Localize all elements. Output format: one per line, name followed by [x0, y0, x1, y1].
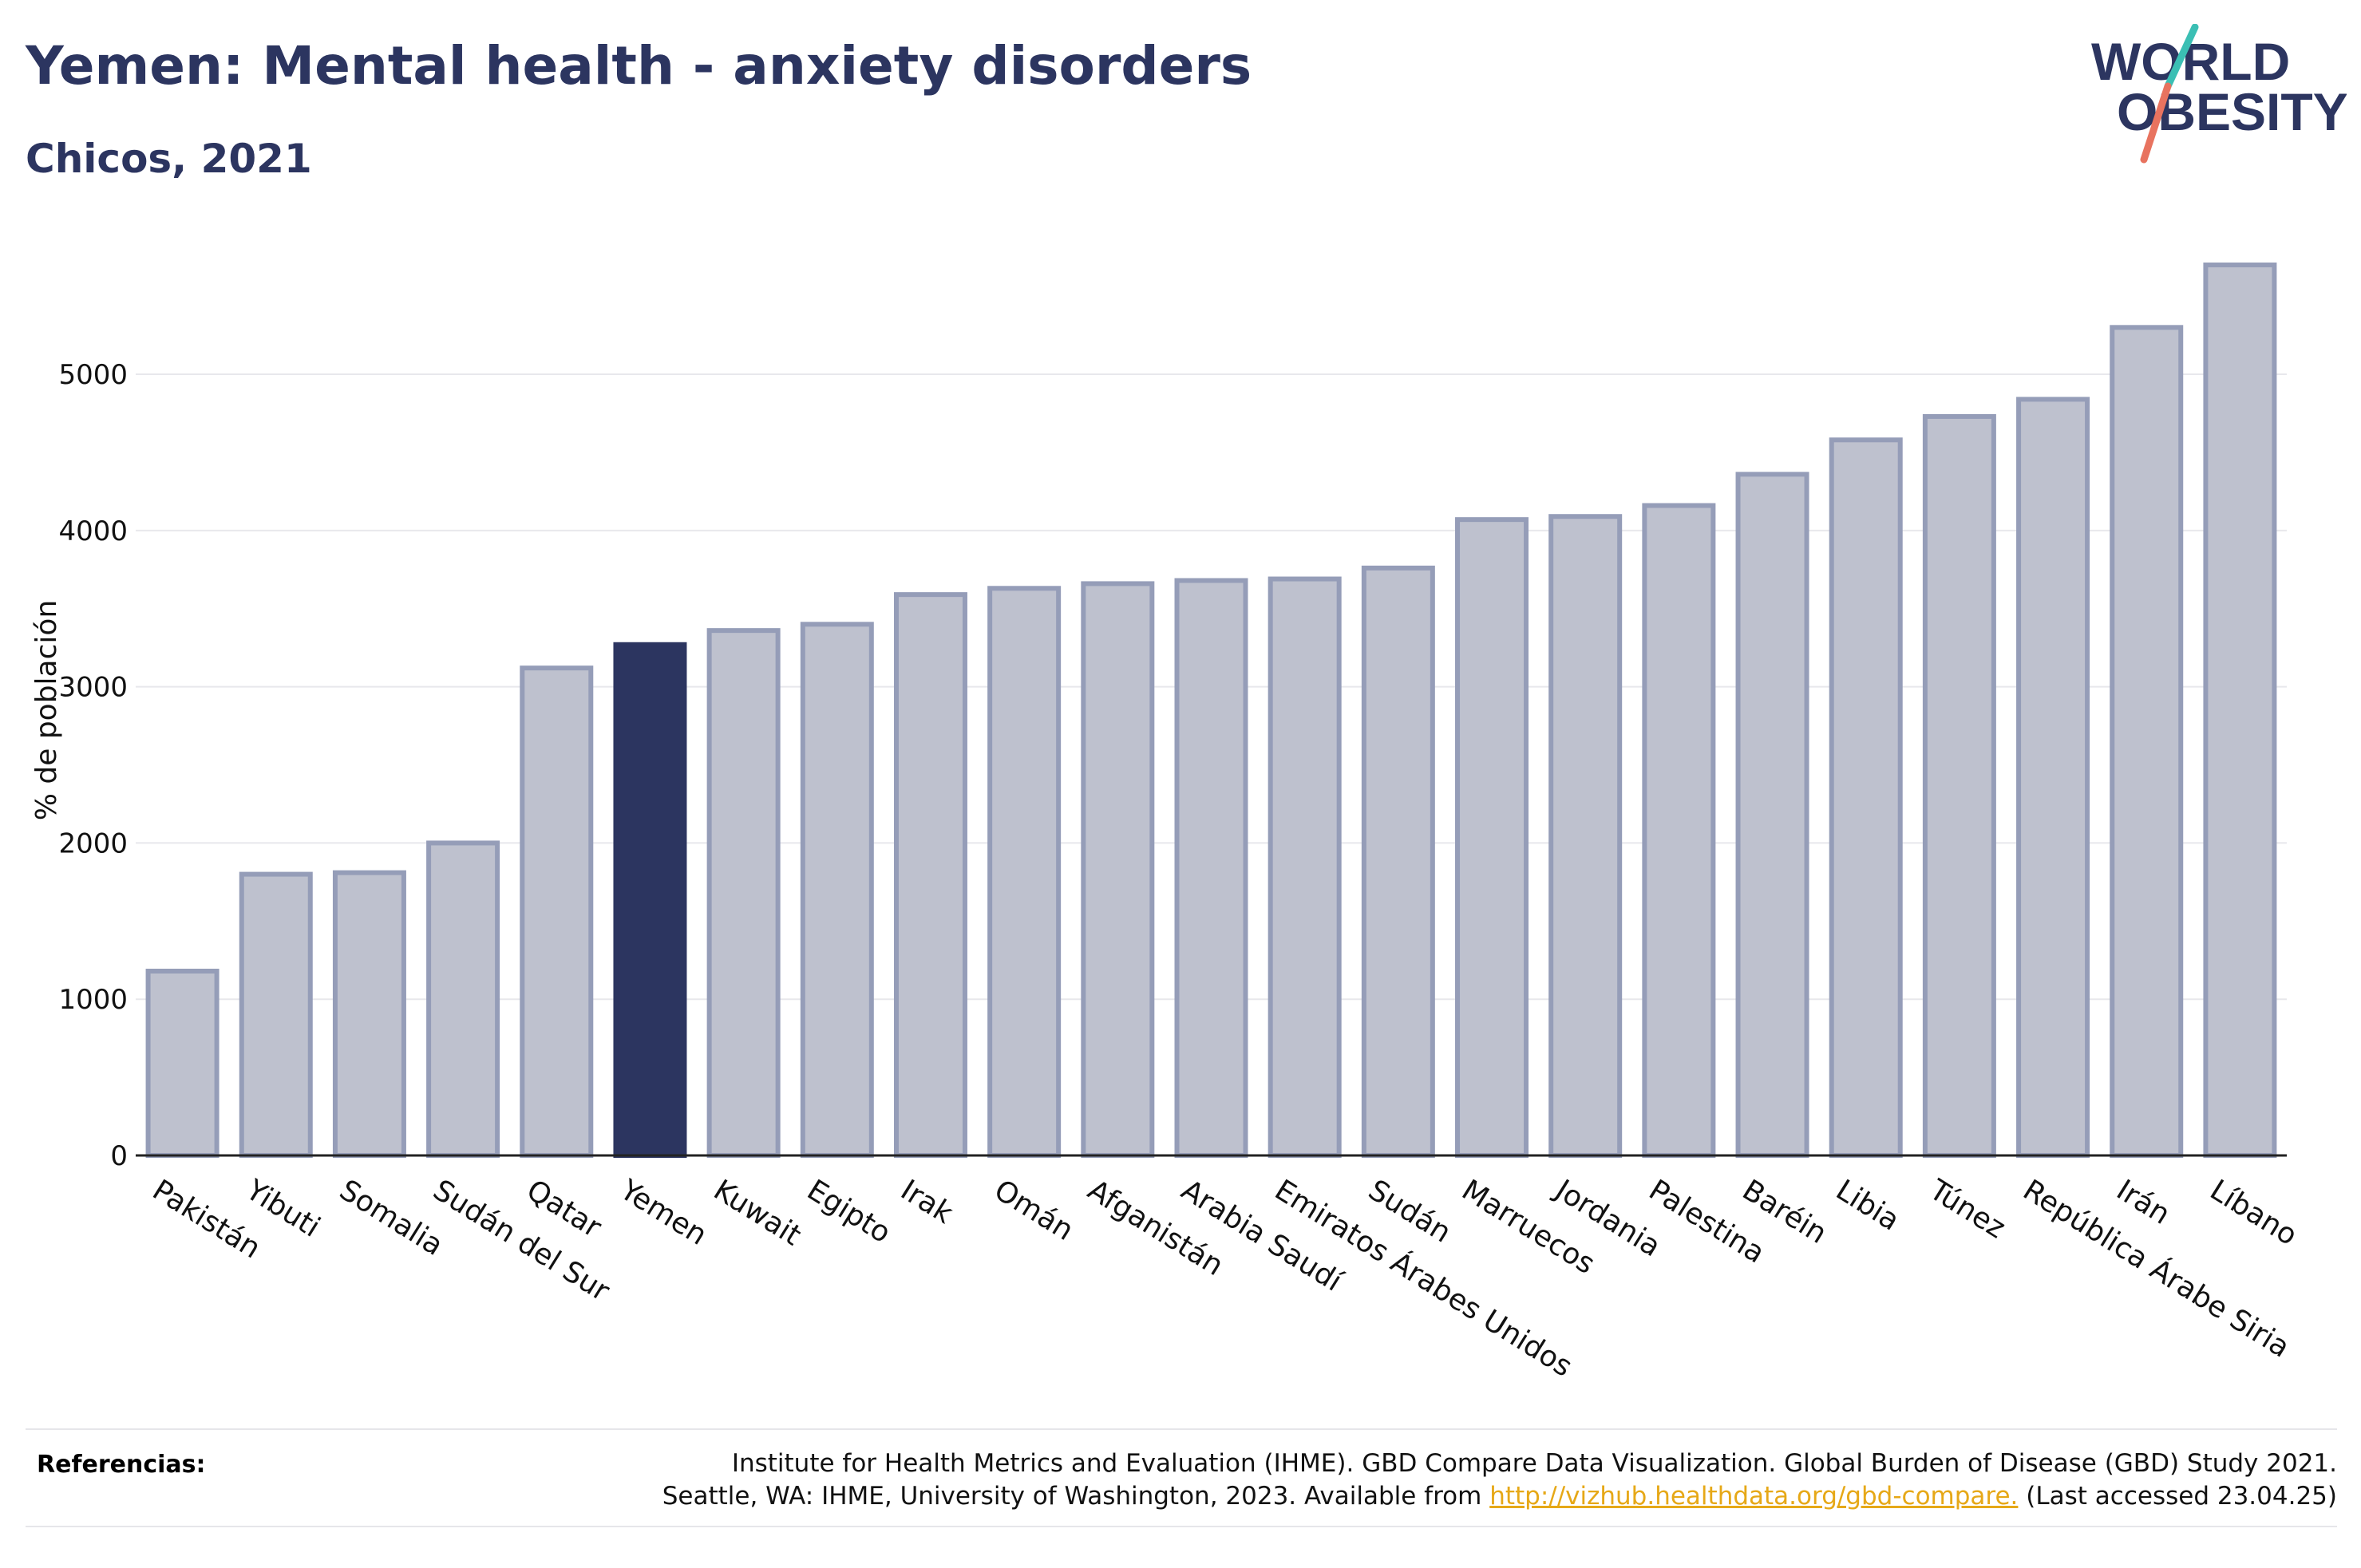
bar: [520, 666, 594, 1158]
bar: [1642, 503, 1716, 1158]
y-axis-label: % de población: [30, 600, 63, 821]
references-label: Referencias:: [37, 1451, 206, 1479]
bar: [1922, 413, 1996, 1158]
bar: [2016, 397, 2090, 1158]
chart-subtitle: Chicos, 2021: [26, 136, 312, 182]
x-tick-label: Líbano: [2205, 1174, 2303, 1252]
bar: [893, 592, 967, 1158]
bar: [800, 622, 874, 1158]
bar-highlighted: [613, 642, 687, 1158]
world-obesity-logo: WORLD OBESITY: [2091, 24, 2347, 164]
logo-slash-teal: [2164, 24, 2199, 90]
y-tick-label: 2000: [58, 827, 128, 859]
bar: [1174, 578, 1248, 1158]
reference-line-2-prefix: Seattle, WA: IHME, University of Washing…: [662, 1481, 1490, 1511]
bar: [1735, 472, 1809, 1158]
bar: [1268, 576, 1342, 1158]
reference-line-2-suffix: (Last accessed 23.04.25): [2018, 1481, 2337, 1511]
y-tick-label: 1000: [58, 984, 128, 1016]
x-tick-label: Túnez: [1923, 1173, 2011, 1245]
x-tick-label: Somalia: [334, 1174, 449, 1262]
x-tick-label: Irán: [2110, 1174, 2175, 1231]
bar: [239, 871, 313, 1159]
x-tick-label: Libia: [1830, 1174, 1905, 1238]
bar: [987, 586, 1062, 1158]
footer-separator-bottom: [26, 1526, 2337, 1527]
x-tick-label: Arabia Saudí: [1176, 1174, 1348, 1298]
logo-slash-coral: [2140, 82, 2172, 164]
bar: [426, 840, 500, 1158]
x-tick-label: Irak: [895, 1174, 959, 1230]
bar: [145, 968, 219, 1158]
bar: [706, 628, 781, 1158]
y-tick-label: 4000: [58, 515, 128, 547]
y-tick-label: 0: [110, 1140, 128, 1172]
reference-link[interactable]: http://vizhub.healthdata.org/gbd-compare…: [1489, 1481, 2019, 1511]
y-tick-label: 3000: [58, 672, 128, 704]
chart-title: Yemen: Mental health - anxiety disorders: [26, 35, 1252, 97]
bar: [1829, 437, 1903, 1158]
bar: [1361, 565, 1435, 1158]
x-tick-label: Yemen: [614, 1173, 713, 1252]
footer-separator-top: [26, 1428, 2337, 1430]
x-tick-label: Omán: [988, 1174, 1079, 1247]
bar: [1455, 517, 1529, 1158]
reference-line-2: Seattle, WA: IHME, University of Washing…: [662, 1480, 2337, 1513]
x-tick-label: Kuwait: [708, 1174, 807, 1253]
bar: [1548, 514, 1623, 1158]
bar: [332, 870, 406, 1159]
reference-line-1: Institute for Health Metrics and Evaluat…: [731, 1449, 2337, 1478]
bar: [1081, 581, 1155, 1158]
bar: [2110, 325, 2184, 1158]
references-text: Institute for Health Metrics and Evaluat…: [662, 1448, 2337, 1513]
bar: [2203, 263, 2277, 1158]
y-tick-label: 5000: [58, 359, 128, 391]
x-tick-label: Egipto: [801, 1174, 896, 1250]
